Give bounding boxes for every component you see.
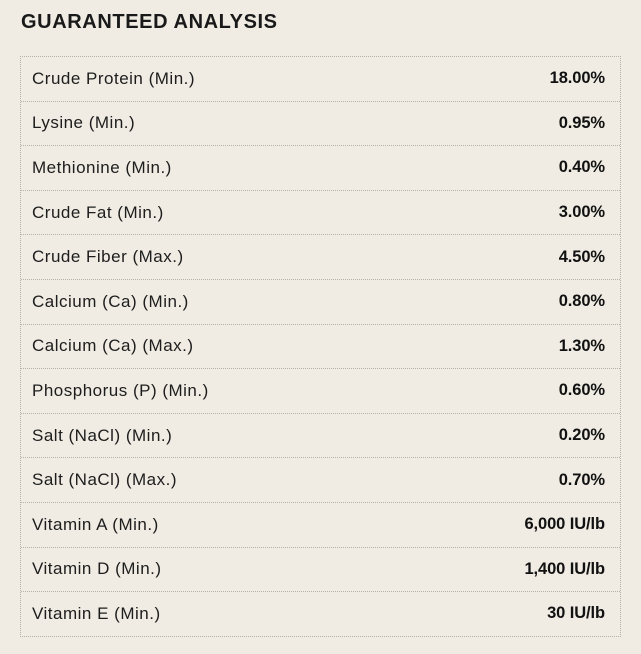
table-row: Salt (NaCl) (Max.) 0.70%	[21, 457, 620, 502]
nutrient-label: Vitamin D (Min.)	[32, 559, 162, 579]
nutrient-value: 1,400 IU/lb	[524, 559, 605, 578]
table-row: Vitamin E (Min.) 30 IU/lb	[21, 591, 620, 636]
nutrient-label: Crude Fat (Min.)	[32, 202, 164, 222]
nutrient-value: 0.40%	[558, 158, 605, 177]
nutrient-value: 1.30%	[558, 336, 605, 355]
nutrient-label: Vitamin A (Min.)	[32, 514, 159, 534]
nutrient-value: 0.20%	[558, 426, 605, 445]
table-row: Salt (NaCl) (Min.) 0.20%	[21, 412, 620, 458]
nutrient-label: Salt (NaCl) (Min.)	[32, 425, 173, 445]
nutrient-label: Calcium (Ca) (Max.)	[32, 336, 194, 356]
nutrient-label: Crude Fiber (Max.)	[32, 247, 184, 267]
guaranteed-analysis-section: GUARANTEED ANALYSIS Crude Protein (Min.)…	[20, 11, 621, 637]
nutrient-label: Methionine (Min.)	[32, 157, 172, 177]
nutrient-value: 0.70%	[558, 470, 605, 489]
nutrient-value: 3.00%	[558, 203, 605, 222]
nutrient-label: Phosphorus (P) (Min.)	[32, 380, 209, 400]
nutrient-value: 0.95%	[558, 113, 605, 132]
nutrient-label: Crude Protein (Min.)	[32, 68, 196, 88]
nutrient-label: Lysine (Min.)	[32, 113, 136, 133]
nutrient-value: 6,000 IU/lb	[524, 515, 605, 534]
nutrient-label: Salt (NaCl) (Max.)	[32, 470, 178, 490]
table-row: Crude Fat (Min.) 3.00%	[21, 189, 620, 235]
nutrient-value: 0.60%	[558, 381, 605, 400]
table-row: Calcium (Ca) (Max.) 1.30%	[21, 323, 620, 369]
table-row: Phosphorus (P) (Min.) 0.60%	[21, 368, 620, 413]
table-row: Vitamin D (Min.) 1,400 IU/lb	[21, 546, 620, 592]
section-title: GUARANTEED ANALYSIS	[21, 11, 278, 33]
table-row: Vitamin A (Min.) 6,000 IU/lb	[21, 501, 620, 547]
table-row: Lysine (Min.) 0.95%	[21, 100, 620, 146]
nutrient-value: 30 IU/lb	[547, 604, 605, 623]
table-row: Methionine (Min.) 0.40%	[21, 145, 620, 190]
table-row: Crude Protein (Min.) 18.00%	[21, 57, 620, 101]
nutrient-value: 18.00%	[549, 69, 605, 88]
nutrient-label: Calcium (Ca) (Min.)	[32, 291, 189, 311]
table-row: Calcium (Ca) (Min.) 0.80%	[21, 278, 620, 324]
nutrient-label: Vitamin E (Min.)	[32, 603, 161, 623]
table-row: Crude Fiber (Max.) 4.50%	[21, 234, 620, 279]
analysis-table: Crude Protein (Min.) 18.00% Lysine (Min.…	[20, 56, 621, 637]
nutrient-value: 0.80%	[558, 292, 605, 311]
nutrient-value: 4.50%	[558, 247, 605, 266]
